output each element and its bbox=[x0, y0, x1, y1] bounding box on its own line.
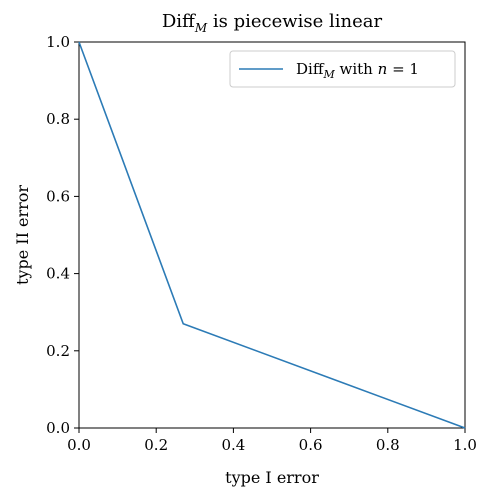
y-axis-label: type II error bbox=[13, 185, 32, 285]
legend: DiffM with n = 1 bbox=[229, 50, 456, 88]
chart-title-suffix: is piecewise linear bbox=[207, 11, 382, 32]
x-tick-label: 0.2 bbox=[144, 436, 168, 454]
axis-ticks: 0.0 0.2 0.4 0.6 0.8 1.0 0.0 0.2 0.4 0.6 0.8 1.0 bbox=[46, 33, 477, 454]
y-tick-label: 0.4 bbox=[46, 265, 70, 283]
x-axis-label: type I error bbox=[225, 468, 319, 487]
x-tick-label: 0.8 bbox=[376, 436, 400, 454]
y-tick-label: 0.8 bbox=[46, 110, 70, 128]
y-tick-label: 0.0 bbox=[46, 419, 70, 437]
legend-box bbox=[229, 50, 456, 88]
x-tick-label: 0.0 bbox=[67, 436, 91, 454]
legend-label: DiffM with n = 1 bbox=[296, 60, 419, 81]
x-tick-label: 0.4 bbox=[221, 436, 245, 454]
series-line-0 bbox=[78, 41, 466, 429]
series-group bbox=[78, 41, 466, 429]
legend-label-subscript: M bbox=[322, 68, 335, 81]
x-tick-label: 0.6 bbox=[299, 436, 323, 454]
legend-label-middle: with bbox=[335, 60, 378, 78]
legend-label-var: n bbox=[378, 60, 388, 78]
chart-title-subscript: M bbox=[194, 21, 208, 35]
legend-label-prefix: Diff bbox=[296, 60, 325, 78]
chart-title-prefix: Diff bbox=[162, 11, 196, 32]
y-tick-label: 0.2 bbox=[46, 342, 70, 360]
y-tick-label: 1.0 bbox=[46, 33, 70, 51]
legend-label-suffix: = 1 bbox=[387, 60, 419, 78]
plot-area bbox=[78, 41, 466, 429]
x-tick-label: 1.0 bbox=[453, 436, 477, 454]
y-tick-label: 0.6 bbox=[46, 187, 70, 205]
chart-title: DiffM is piecewise linear bbox=[162, 11, 383, 35]
